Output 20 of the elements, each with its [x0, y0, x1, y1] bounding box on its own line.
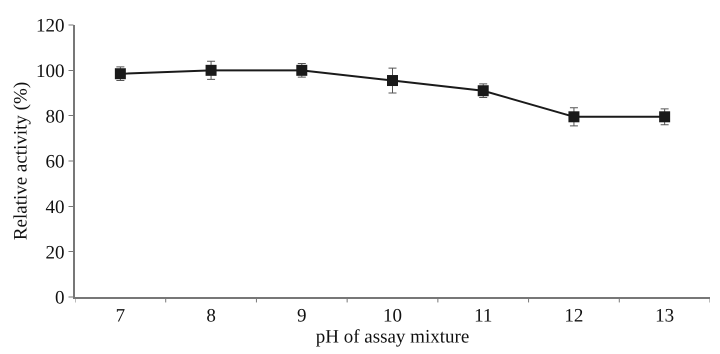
x-tick-label: 11 [474, 306, 492, 327]
point [568, 111, 580, 122]
y-tick-label: 40 [45, 196, 64, 218]
y-tick-label: 80 [45, 106, 64, 128]
y-tick-label: 60 [45, 152, 64, 173]
point [206, 64, 217, 76]
x-tick-label: 7 [116, 306, 126, 327]
x-tick-label: 9 [297, 306, 307, 327]
x-tick-label: 8 [206, 306, 216, 327]
y-tick-label: 100 [36, 60, 64, 82]
x-tick-label: 13 [655, 306, 674, 327]
x-axis-title: pH of assay mixture [316, 326, 470, 348]
point [387, 75, 398, 86]
y-tick-label: 120 [36, 16, 64, 37]
x-tick-label: 10 [383, 306, 402, 327]
y-tick-label: 0 [54, 288, 64, 309]
x-tick-label: 12 [564, 306, 584, 327]
point [659, 111, 670, 122]
y-tick-label: 20 [45, 242, 64, 264]
y-axis-title: Relative activity (%) [10, 82, 32, 240]
